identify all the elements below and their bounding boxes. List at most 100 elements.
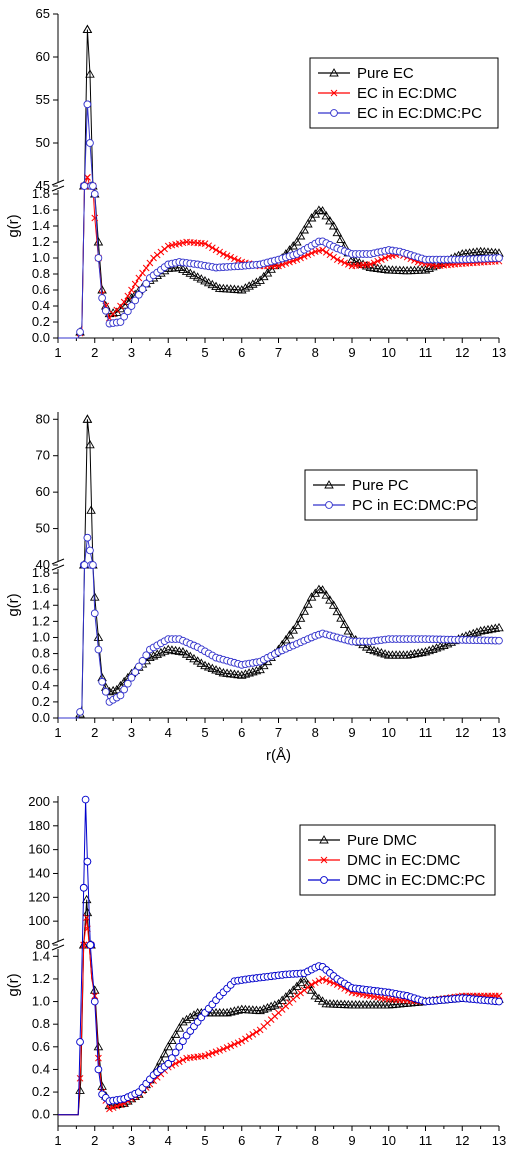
data-point	[299, 974, 310, 983]
x-tick-label: 2	[91, 1133, 98, 1147]
x-tick-label: 3	[128, 345, 135, 360]
data-point	[319, 975, 326, 983]
data-point	[124, 292, 132, 300]
data-point	[295, 613, 306, 622]
data-point	[234, 257, 242, 264]
data-point	[314, 993, 324, 1002]
y-tick-label: 70	[36, 448, 50, 463]
data-point	[75, 1085, 85, 1094]
series-1	[58, 414, 504, 719]
y-tick-label: 0.2	[32, 1084, 50, 1099]
data-point	[483, 624, 493, 634]
data-point	[424, 645, 434, 655]
data-point	[262, 1002, 273, 1012]
data-point	[142, 651, 151, 660]
data-point	[227, 253, 235, 261]
data-point	[82, 24, 93, 33]
x-tick-label: 4	[165, 725, 172, 740]
data-point	[495, 254, 503, 262]
data-point	[76, 328, 84, 336]
x-tick-label: 4	[165, 1133, 172, 1147]
data-point	[163, 1041, 174, 1051]
data-point	[292, 237, 302, 246]
legend-entry: Pure EC	[357, 65, 414, 82]
data-point	[326, 978, 334, 986]
data-point	[297, 989, 304, 997]
y-tick-label: 200	[28, 794, 50, 809]
data-point	[98, 677, 106, 686]
data-point	[116, 318, 125, 326]
y-tick-label: 0.8	[32, 1016, 50, 1031]
data-point	[94, 254, 103, 262]
y-tick-label: 0.0	[32, 1107, 50, 1122]
y-tick-label: 65	[36, 6, 50, 21]
data-point	[332, 606, 343, 616]
y-tick-label: 0.2	[32, 314, 50, 329]
y-tick-label: 160	[28, 842, 50, 857]
chart-panel-2: 1 2 3 4 5 6 7 8 9 10 11 12 130.00.20.40.60.81.01.21.…	[5, 411, 506, 764]
data-point	[142, 279, 151, 288]
data-point	[330, 89, 338, 97]
data-point	[220, 250, 227, 258]
data-point	[90, 997, 99, 1006]
data-point	[212, 1048, 220, 1056]
x-tick-label: 4	[165, 345, 172, 360]
data-point	[205, 1051, 213, 1058]
data-point	[208, 1049, 216, 1057]
data-point	[321, 211, 332, 220]
data-point	[472, 247, 482, 256]
data-point	[174, 262, 185, 272]
data-point	[208, 244, 216, 252]
data-point	[325, 216, 335, 225]
legend: Pure EC EC in EC:DMC EC in EC:DMC:PC	[309, 57, 499, 129]
data-point	[295, 231, 306, 240]
data-point	[234, 1039, 242, 1047]
data-point	[308, 981, 315, 988]
data-point	[179, 1037, 187, 1046]
chart-panel-3: 1 2 3 4 5 6 7 8 9 10 11 12 130.00.20.40.60.81.01.21.…	[5, 794, 506, 1148]
data-point	[175, 1042, 184, 1051]
data-point	[85, 439, 95, 449]
data-point	[300, 986, 308, 994]
x-tick-label: 9	[348, 345, 355, 360]
data-point	[80, 561, 89, 569]
data-point	[229, 1006, 240, 1015]
y-tick-label: 0.4	[32, 298, 50, 313]
data-point	[259, 1004, 269, 1013]
legend-entry: DMC in EC:DMC:PC	[347, 872, 486, 889]
axis-break-mark	[51, 938, 65, 945]
data-point	[227, 1042, 235, 1050]
x-axis-label: r(Å)	[266, 747, 291, 764]
data-point	[361, 642, 372, 651]
chart-panel-1: 1 2 3 4 5 6 7 8 9 10 11 12 130.00.20.40.60.81.01.21.…	[5, 6, 506, 360]
data-point	[189, 653, 199, 663]
y-tick-label: 40	[36, 557, 50, 572]
data-point	[196, 274, 207, 283]
legend: Pure PC PC in EC:DMC:PC	[304, 469, 478, 521]
x-tick-label: 6	[238, 725, 245, 740]
data-point	[304, 984, 312, 991]
data-point	[84, 174, 91, 181]
data-point	[98, 294, 106, 302]
data-point	[402, 650, 412, 659]
data-point	[251, 665, 262, 675]
data-point	[192, 272, 203, 281]
data-point	[201, 1052, 209, 1060]
data-point	[244, 668, 254, 677]
data-point	[131, 668, 140, 676]
data-point	[428, 644, 438, 653]
data-point	[181, 649, 192, 658]
data-point	[81, 795, 90, 804]
data-point	[322, 976, 330, 984]
data-point	[148, 651, 159, 660]
data-point	[127, 302, 136, 310]
axis-break-mark	[51, 564, 65, 571]
data-point	[211, 281, 221, 290]
axis-break-mark	[51, 944, 65, 951]
data-point	[320, 876, 328, 884]
data-point	[90, 609, 99, 618]
data-point	[284, 630, 295, 639]
data-point	[231, 1040, 238, 1048]
data-point	[181, 1014, 192, 1024]
data-point	[253, 1028, 260, 1036]
